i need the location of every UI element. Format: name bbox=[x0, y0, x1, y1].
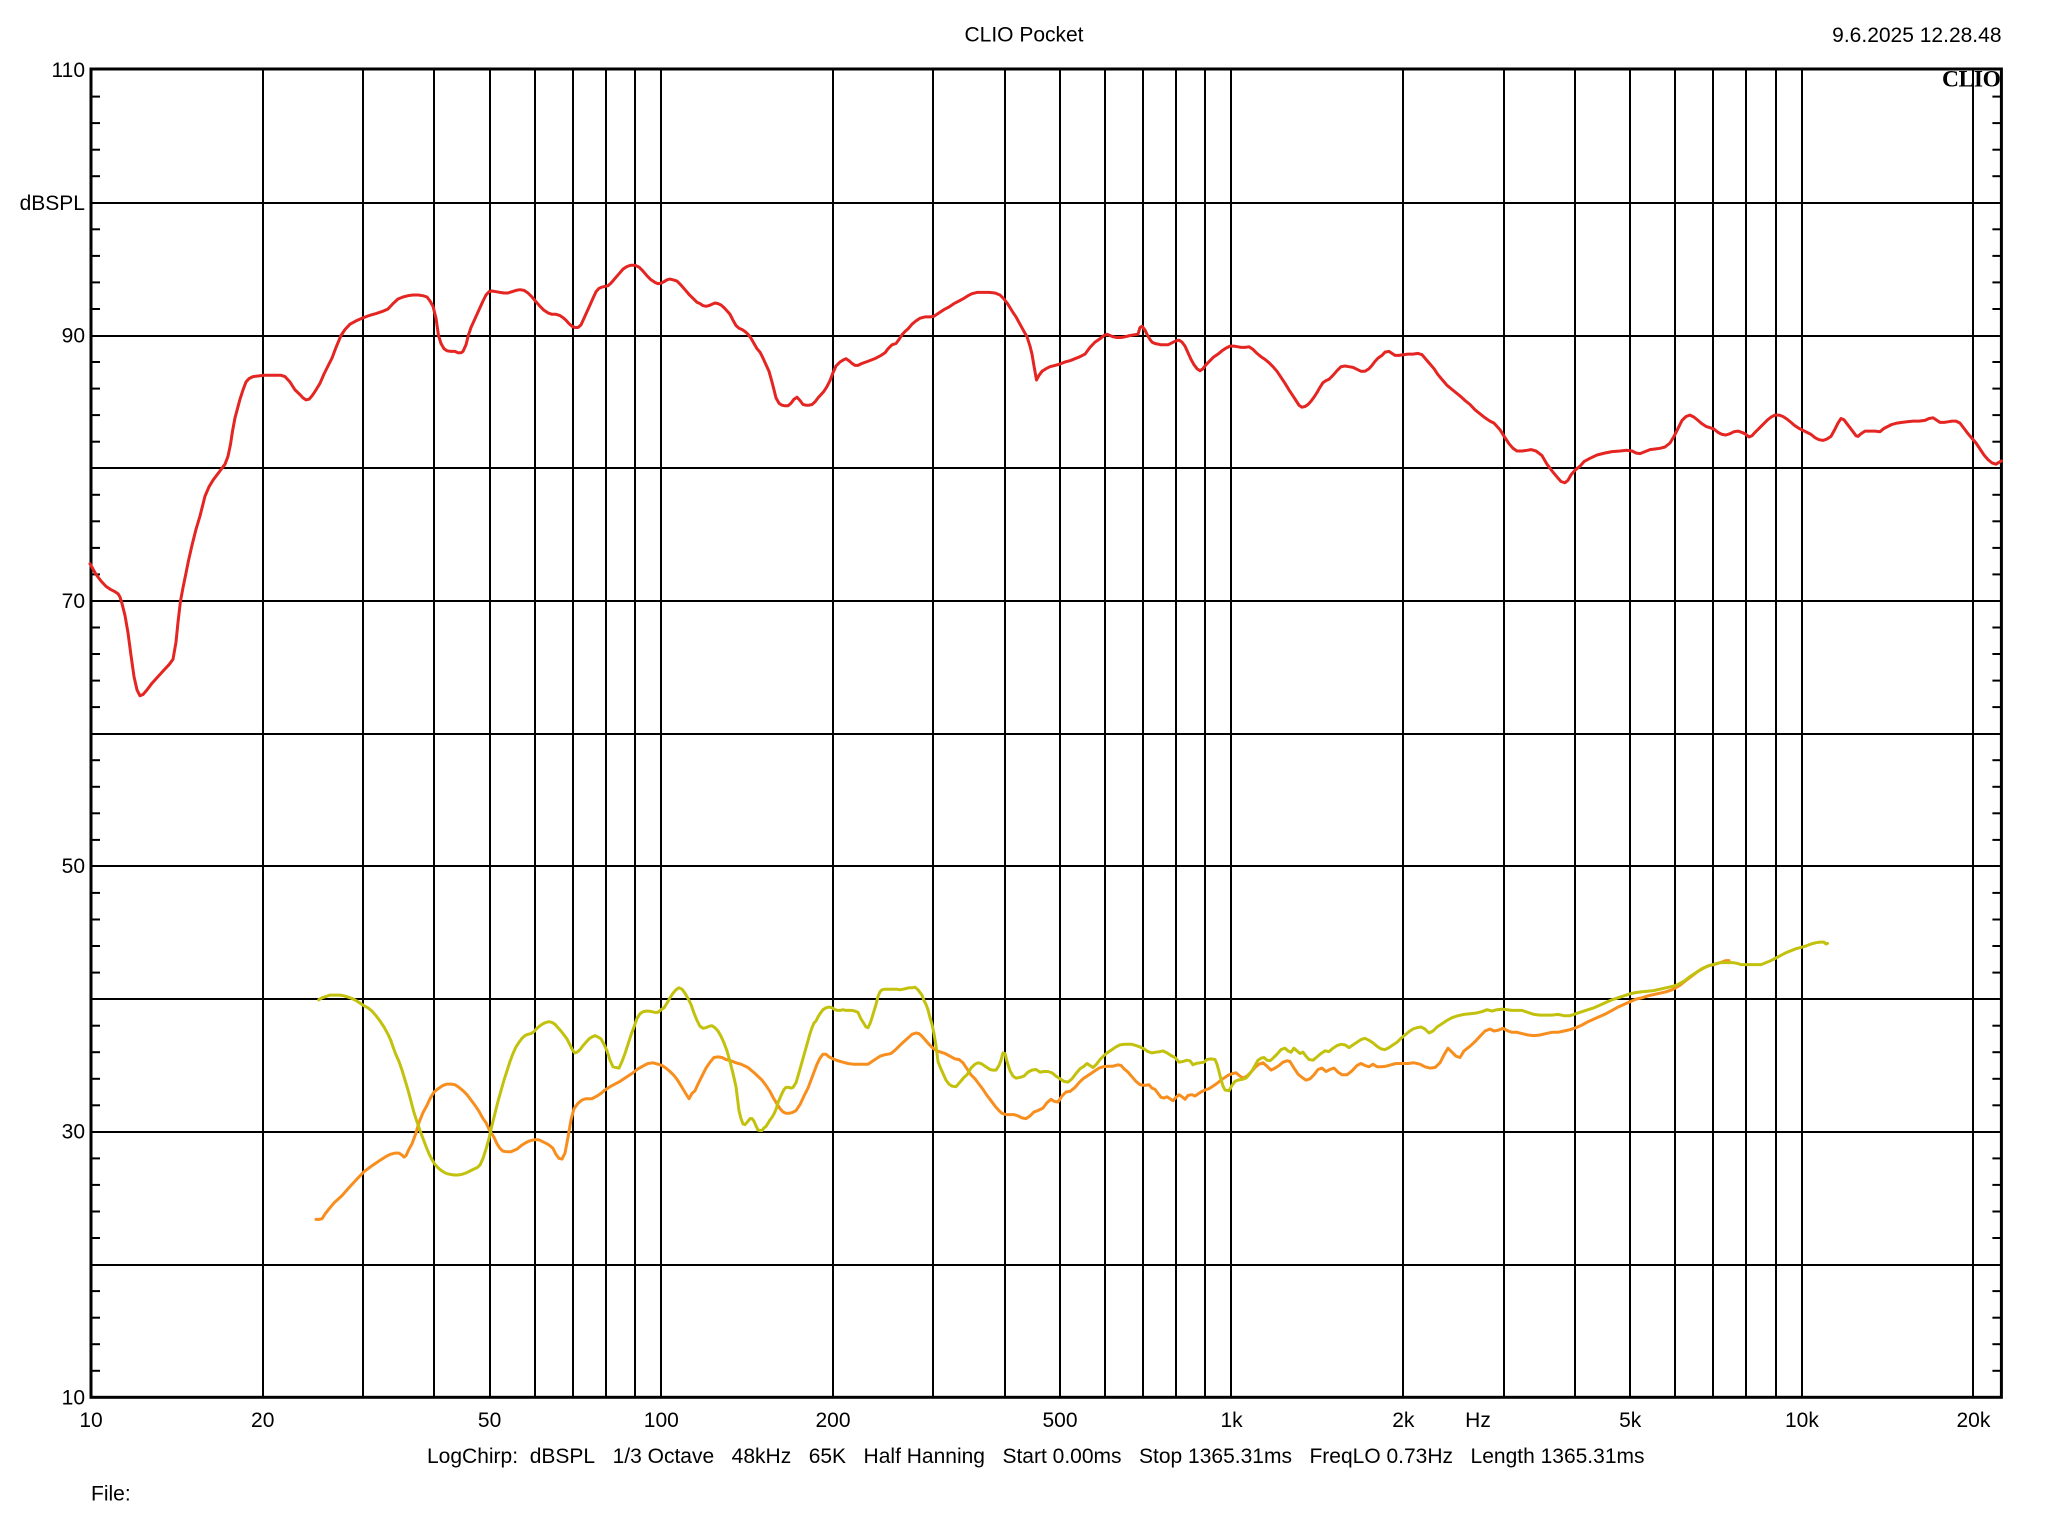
svg-text:100: 100 bbox=[644, 1409, 679, 1432]
svg-text:CLIO Pocket: CLIO Pocket bbox=[964, 24, 1083, 47]
svg-text:dBSPL: dBSPL bbox=[20, 192, 85, 215]
svg-text:File:: File: bbox=[91, 1483, 131, 1506]
svg-text:5k: 5k bbox=[1619, 1409, 1642, 1432]
svg-text:1k: 1k bbox=[1221, 1409, 1244, 1432]
svg-text:70: 70 bbox=[62, 590, 85, 613]
svg-text:10: 10 bbox=[79, 1409, 102, 1432]
svg-text:CLIO: CLIO bbox=[1942, 67, 2001, 93]
svg-text:Hz: Hz bbox=[1465, 1409, 1491, 1432]
svg-text:50: 50 bbox=[478, 1409, 501, 1432]
svg-text:50: 50 bbox=[62, 855, 85, 878]
svg-text:10k: 10k bbox=[1785, 1409, 1819, 1432]
svg-text:2k: 2k bbox=[1392, 1409, 1415, 1432]
svg-text:10: 10 bbox=[62, 1386, 85, 1409]
svg-text:500: 500 bbox=[1042, 1409, 1077, 1432]
svg-text:200: 200 bbox=[815, 1409, 850, 1432]
svg-text:20k: 20k bbox=[1956, 1409, 1990, 1432]
svg-text:90: 90 bbox=[62, 325, 85, 348]
svg-text:20: 20 bbox=[251, 1409, 274, 1432]
svg-text:LogChirp: dBSPL 1/3 Octave: LogChirp: dBSPL 1/3 Octave 48kHz 65K Hal… bbox=[427, 1445, 1645, 1468]
svg-text:30: 30 bbox=[62, 1121, 85, 1144]
svg-text:9.6.2025 12.28.48: 9.6.2025 12.28.48 bbox=[1832, 24, 2001, 47]
svg-text:110: 110 bbox=[52, 59, 85, 82]
